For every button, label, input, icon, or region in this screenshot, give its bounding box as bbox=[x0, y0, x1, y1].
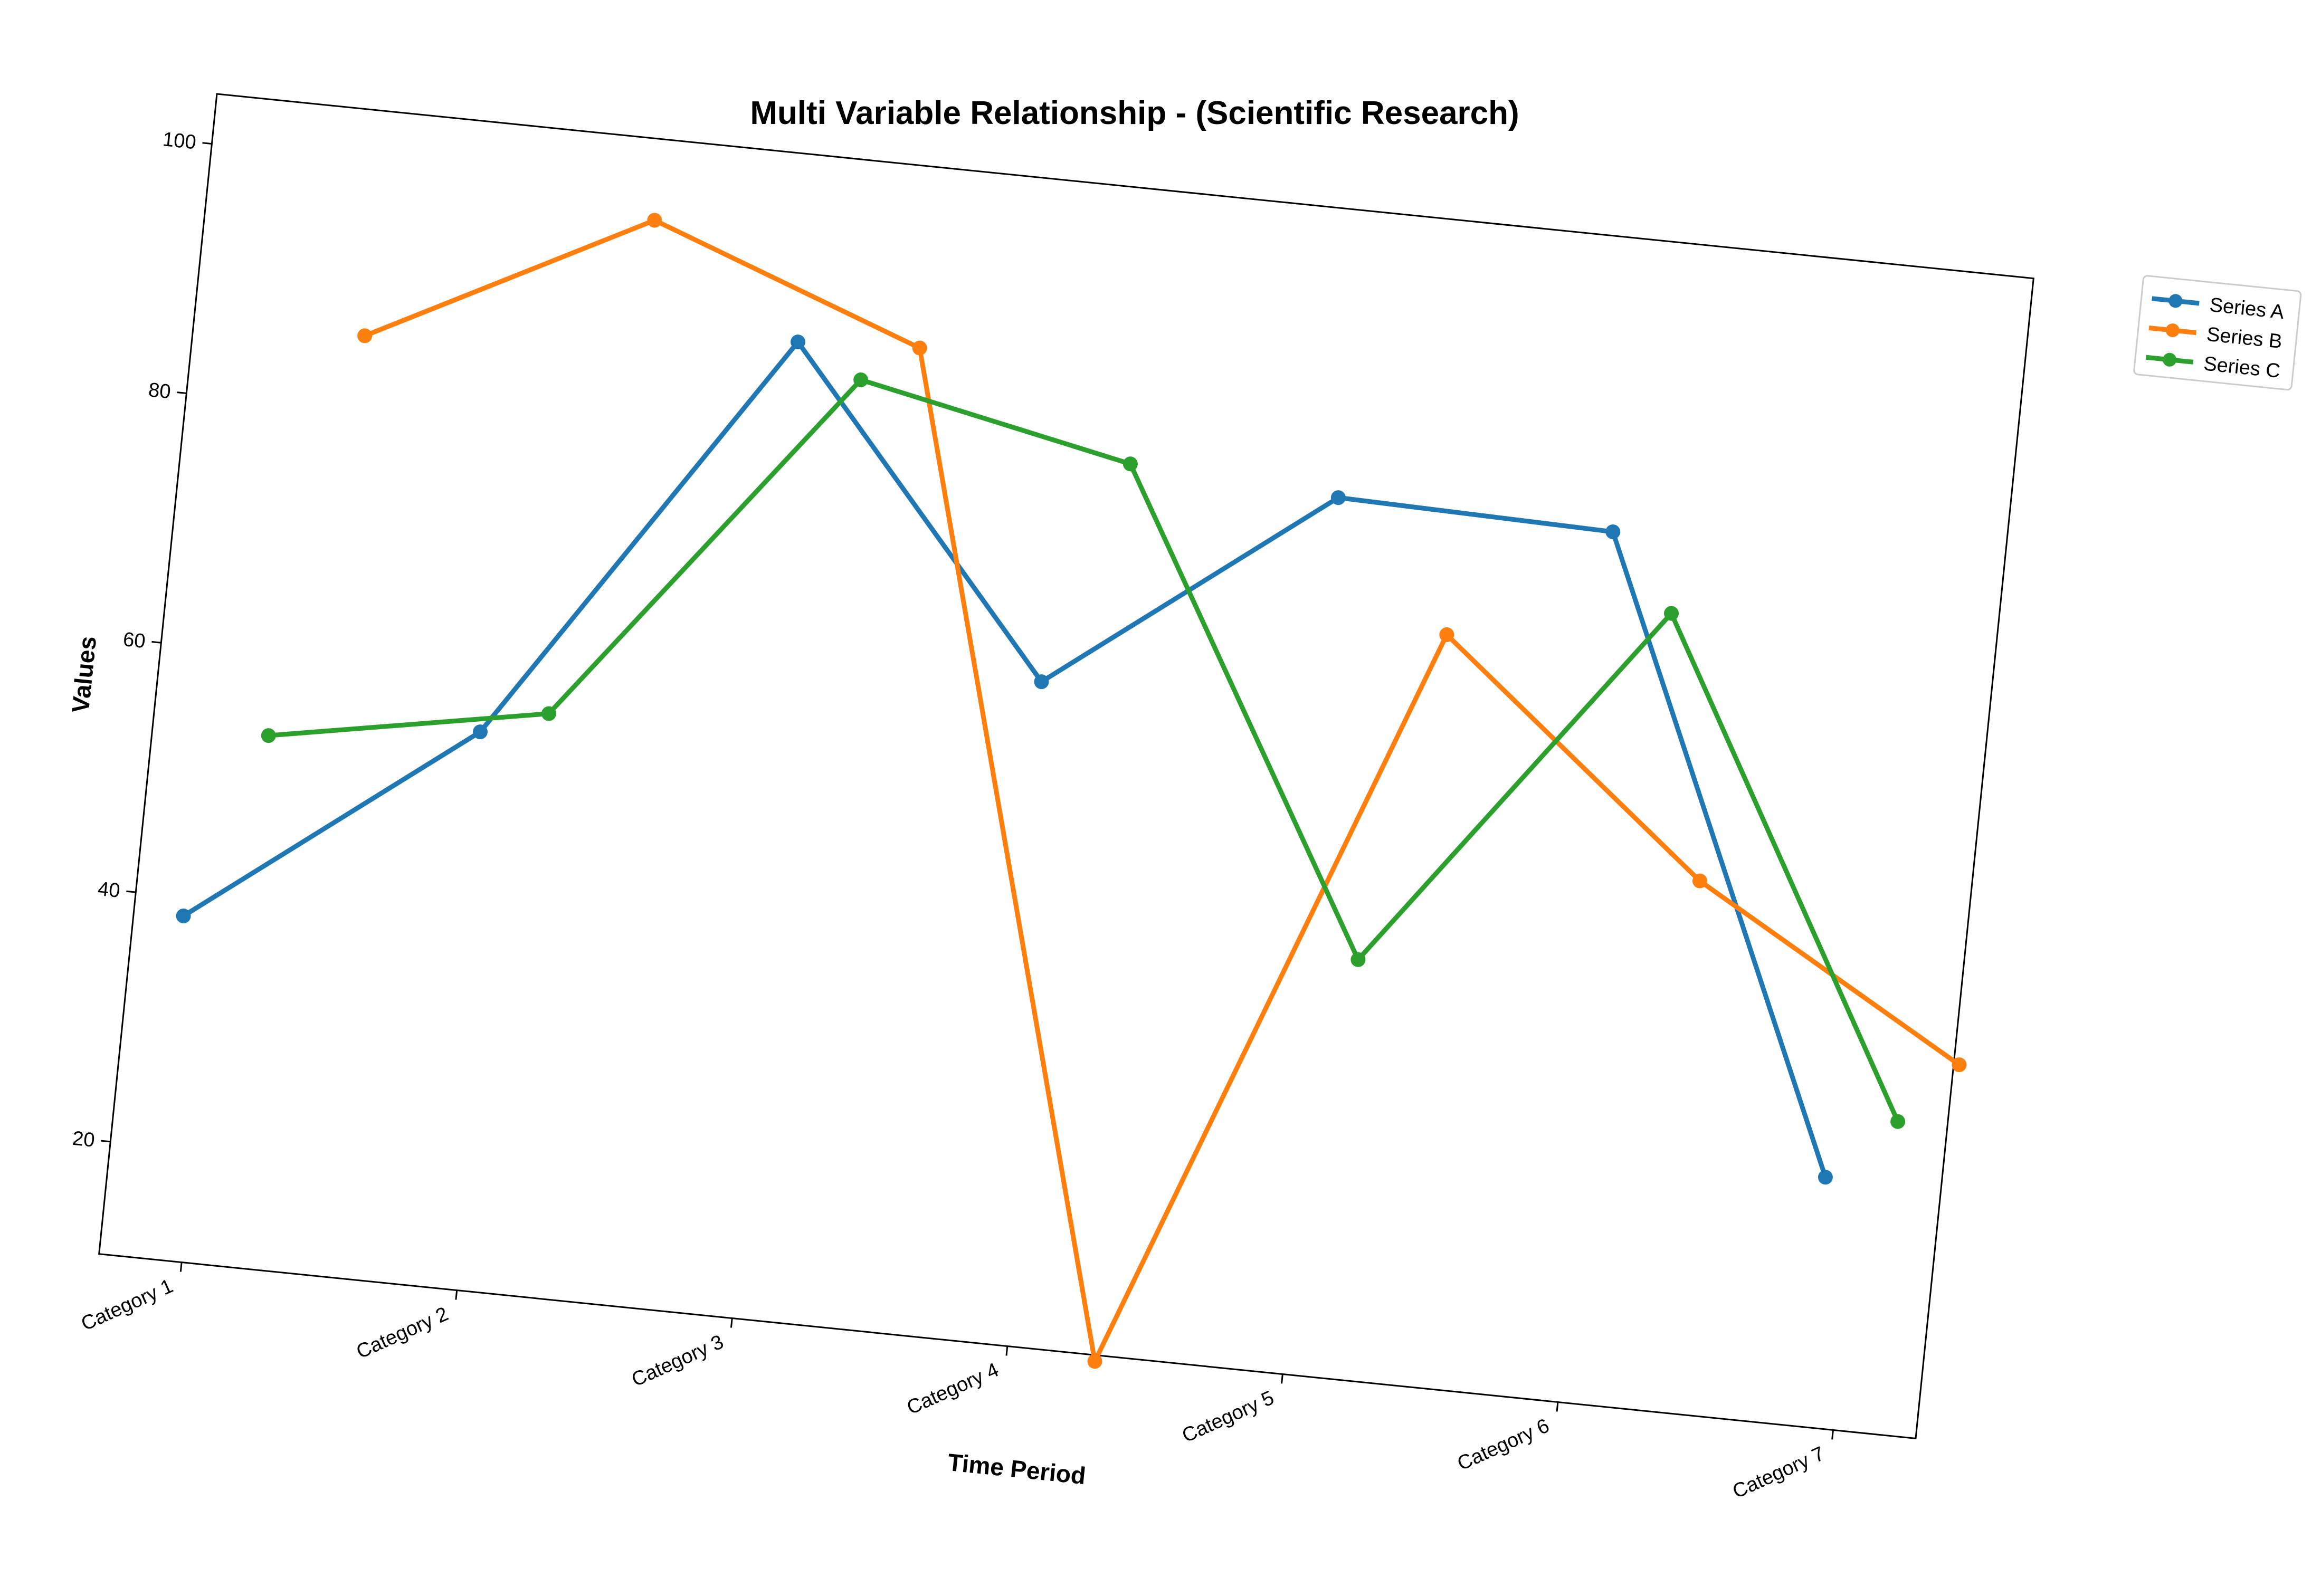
series-series-c bbox=[261, 372, 1906, 1129]
y-axis: 20 40 60 80 100 bbox=[71, 128, 212, 1152]
data-point bbox=[472, 724, 488, 740]
y-tick bbox=[126, 890, 136, 893]
y-tick-label: 20 bbox=[71, 1127, 96, 1152]
data-point bbox=[647, 213, 662, 228]
chart-title: Multi Variable Relationship - (Scientifi… bbox=[750, 95, 1519, 131]
data-point bbox=[541, 706, 556, 721]
data-point bbox=[176, 909, 191, 924]
x-tick bbox=[1556, 1402, 1559, 1412]
x-tick bbox=[1005, 1346, 1009, 1356]
y-tick-label: 40 bbox=[97, 878, 121, 902]
y-tick-label: 60 bbox=[122, 628, 146, 653]
data-point bbox=[1087, 1354, 1102, 1369]
data-point bbox=[1605, 524, 1621, 540]
data-point bbox=[1034, 674, 1049, 690]
legend-marker bbox=[2168, 294, 2183, 308]
series-series-a bbox=[176, 335, 1833, 1185]
y-tick bbox=[202, 142, 212, 145]
x-tick bbox=[455, 1290, 458, 1300]
data-point bbox=[261, 728, 276, 743]
data-point bbox=[912, 340, 927, 356]
data-point bbox=[1330, 490, 1346, 505]
y-tick-label: 100 bbox=[161, 128, 197, 154]
data-point bbox=[1350, 952, 1366, 967]
series-series-b bbox=[357, 213, 1967, 1369]
x-tick bbox=[179, 1262, 183, 1272]
data-point bbox=[357, 328, 373, 343]
y-tick bbox=[101, 1140, 111, 1143]
data-point bbox=[1664, 606, 1679, 621]
data-point bbox=[790, 335, 805, 350]
y-tick bbox=[151, 641, 161, 644]
data-point bbox=[1692, 873, 1707, 888]
y-tick bbox=[177, 391, 187, 394]
data-point bbox=[853, 372, 869, 387]
y-tick-label: 80 bbox=[147, 379, 172, 403]
data-point bbox=[1123, 456, 1138, 472]
data-point bbox=[1439, 627, 1454, 642]
x-tick bbox=[1831, 1430, 1834, 1440]
legend-marker bbox=[2163, 352, 2177, 367]
data-point bbox=[1952, 1057, 1967, 1073]
data-point bbox=[1818, 1170, 1833, 1185]
x-tick bbox=[730, 1318, 733, 1328]
x-tick bbox=[1281, 1374, 1283, 1384]
data-point bbox=[1890, 1114, 1906, 1129]
legend-marker bbox=[2165, 323, 2180, 338]
series-group bbox=[176, 213, 1967, 1369]
